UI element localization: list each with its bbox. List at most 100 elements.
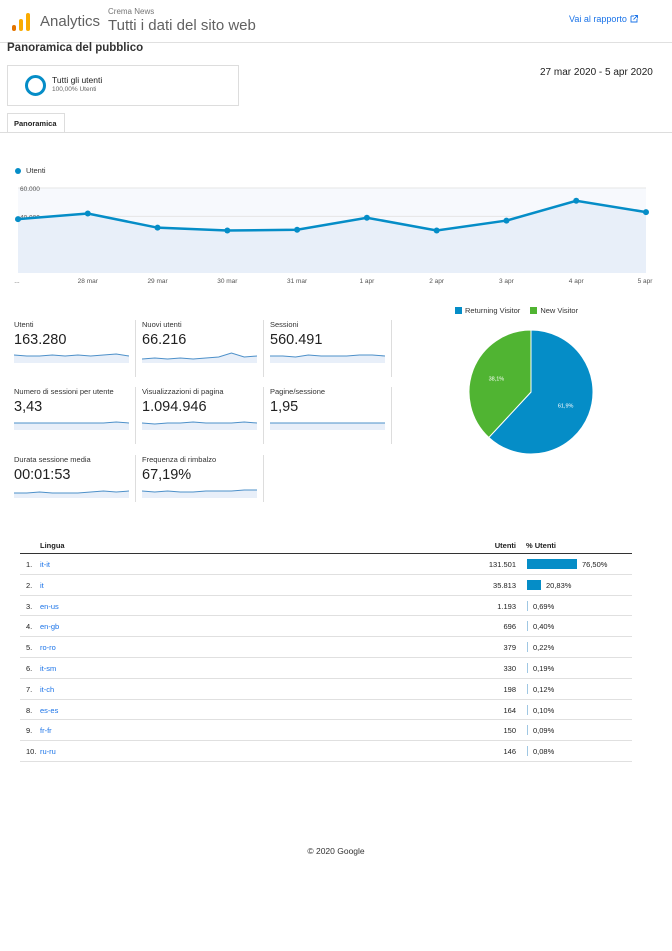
data-point[interactable] bbox=[363, 214, 370, 221]
legend-swatch-returning bbox=[455, 307, 462, 314]
sparkline-line bbox=[142, 352, 257, 360]
analytics-logo-icon bbox=[12, 13, 30, 31]
table-row: 9. fr-fr 150 0,09% bbox=[20, 720, 632, 742]
data-point[interactable] bbox=[503, 217, 510, 224]
sparkline-area bbox=[142, 422, 257, 430]
language-link[interactable]: it-sm bbox=[40, 663, 57, 673]
row-rank: 6. bbox=[26, 663, 33, 673]
series-line-utenti bbox=[17, 199, 647, 232]
metric-visualizzazioni: Visualizzazioni di pagina 1.094.946 bbox=[142, 387, 264, 430]
row-rank: 1. bbox=[26, 560, 33, 569]
table-header: Lingua Utenti % Utenti bbox=[20, 537, 632, 554]
legend-swatch-utenti bbox=[15, 168, 21, 174]
sparkline-line bbox=[142, 421, 257, 425]
language-link[interactable]: it bbox=[40, 580, 44, 590]
data-point[interactable] bbox=[224, 227, 231, 234]
percent-bar bbox=[527, 725, 528, 736]
row-users: 379 bbox=[503, 643, 516, 653]
metric-sparkline bbox=[14, 353, 129, 363]
sparkline-area bbox=[270, 423, 385, 430]
data-point[interactable] bbox=[84, 210, 91, 217]
tab-panoramica[interactable]: Panoramica bbox=[7, 113, 65, 133]
data-point[interactable] bbox=[15, 216, 21, 223]
segment-name: Tutti gli utenti bbox=[52, 75, 103, 85]
visitor-type-pie-chart: 61,9% 38,1% bbox=[468, 329, 594, 455]
percent-bar bbox=[527, 600, 528, 611]
sparkline-line bbox=[142, 489, 257, 493]
language-link[interactable]: fr-fr bbox=[40, 726, 52, 736]
legend-label-new: New Visitor bbox=[540, 306, 579, 315]
header-lingua[interactable]: Lingua bbox=[40, 541, 65, 550]
metric-pagine-sessione: Pagine/sessione 1,95 bbox=[270, 387, 392, 430]
legend-label-utenti: Utenti bbox=[26, 166, 46, 175]
data-point[interactable] bbox=[433, 227, 440, 234]
row-percent: 0,09% bbox=[533, 726, 555, 736]
x-tick-label: 28 mar bbox=[78, 278, 99, 285]
footer-copyright: © 2020 Google bbox=[307, 846, 365, 856]
language-table: Lingua Utenti % Utenti 1. it-it 131.501 76,… bbox=[20, 537, 632, 762]
data-point[interactable] bbox=[573, 197, 580, 204]
table-row: 8. es-es 164 0,10% bbox=[20, 700, 632, 721]
data-point[interactable] bbox=[294, 226, 301, 233]
language-link[interactable]: es-es bbox=[40, 705, 59, 715]
percent-bar bbox=[527, 559, 577, 569]
legend-item-returning: Returning Visitor bbox=[455, 306, 520, 315]
language-link[interactable]: it-ch bbox=[40, 684, 55, 694]
percent-bar bbox=[527, 621, 528, 632]
external-link-icon bbox=[630, 15, 638, 23]
table-row: 1. it-it 131.501 76,50% bbox=[20, 554, 632, 575]
table-row: 2. it 35.813 20,83% bbox=[20, 575, 632, 596]
sparkline-line bbox=[14, 421, 129, 424]
data-point[interactable] bbox=[154, 224, 161, 231]
metric-divider bbox=[263, 455, 264, 502]
legend-swatch-new bbox=[530, 307, 538, 314]
row-percent: 0,19% bbox=[533, 663, 555, 673]
language-link[interactable]: it-it bbox=[40, 560, 50, 569]
table-row: 7. it-ch 198 0,12% bbox=[20, 679, 632, 700]
segment-selector[interactable] bbox=[7, 65, 239, 106]
percent-bar bbox=[527, 683, 528, 694]
metric-sparkline bbox=[270, 354, 385, 363]
percent-bar bbox=[527, 746, 528, 757]
row-users: 330 bbox=[503, 663, 516, 673]
legend-item-new: New Visitor bbox=[530, 306, 578, 315]
metric-sparkline bbox=[270, 422, 385, 430]
metric-divider bbox=[135, 320, 136, 377]
pie-slice-returning[interactable] bbox=[488, 329, 594, 455]
go-to-report-link[interactable]: Vai al rapporto bbox=[569, 14, 638, 24]
data-point[interactable] bbox=[643, 209, 649, 216]
sparkline-area bbox=[142, 490, 257, 498]
page-title: Panoramica del pubblico bbox=[7, 42, 144, 54]
segment-ring-icon bbox=[25, 75, 46, 96]
pie-slice-new[interactable] bbox=[468, 329, 532, 439]
segment-percentage: 100,00% Utenti bbox=[52, 86, 97, 93]
x-tick-label: 30 mar bbox=[217, 278, 238, 285]
language-link[interactable]: ro-ro bbox=[40, 643, 56, 653]
legend-label-returning: Returning Visitor bbox=[465, 306, 521, 315]
row-users: 198 bbox=[503, 684, 516, 694]
metric-sessioni-per-utente: Numero di sessioni per utente 3,43 bbox=[14, 387, 136, 430]
language-link[interactable]: ru-ru bbox=[40, 747, 56, 757]
tab-divider bbox=[0, 132, 672, 133]
x-tick-label: 29 mar bbox=[147, 278, 168, 285]
metric-utenti: Utenti 163.280 bbox=[14, 320, 136, 363]
metric-sessioni: Sessioni 560.491 bbox=[270, 320, 392, 363]
table-row: 4. en-gb 696 0,40% bbox=[20, 616, 632, 638]
metric-value: 3,43 bbox=[14, 399, 43, 415]
row-users: 131.501 bbox=[488, 560, 516, 569]
language-link[interactable]: en-us bbox=[40, 601, 59, 611]
x-tick-label: 5 apr bbox=[638, 278, 654, 285]
date-range[interactable]: 27 mar 2020 - 5 apr 2020 bbox=[540, 67, 653, 78]
row-percent: 0,12% bbox=[533, 684, 555, 694]
language-link[interactable]: en-gb bbox=[40, 622, 60, 632]
x-tick-label: 4 apr bbox=[569, 278, 585, 285]
metric-label: Durata sessione media bbox=[14, 455, 91, 464]
row-rank: 7. bbox=[26, 684, 33, 694]
row-percent: 0,40% bbox=[533, 622, 555, 632]
header-utenti[interactable]: Utenti bbox=[494, 541, 516, 550]
metric-frequenza-rimbalzo: Frequenza di rimbalzo 67,19% bbox=[142, 455, 264, 498]
table-row: 5. ro-ro 379 0,22% bbox=[20, 637, 632, 658]
metric-label: Nuovi utenti bbox=[142, 320, 182, 329]
pie-slice-label: 38,1% bbox=[489, 376, 505, 382]
header-percent-utenti[interactable]: % Utenti bbox=[526, 541, 556, 550]
